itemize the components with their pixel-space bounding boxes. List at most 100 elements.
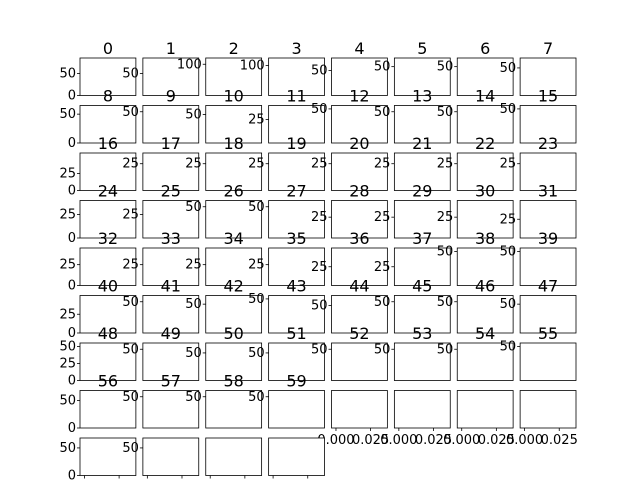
y-tick-label: 25: [59, 166, 76, 181]
histogram-panel: 50 45: [374, 277, 451, 334]
y-tick-label: 50: [500, 244, 517, 259]
panel-frame: [268, 295, 325, 334]
panel-frame: [393, 295, 451, 334]
y-tick-label: 50: [311, 342, 328, 357]
y-tick-label: 50: [500, 102, 517, 117]
panel-title: 37: [412, 229, 432, 248]
y-tick-label: 50: [311, 298, 328, 313]
panel-frame: [205, 152, 263, 191]
panel-frame: [456, 295, 514, 334]
y-tick-label: 50: [185, 390, 202, 405]
y-tick-label: 0: [68, 136, 76, 151]
histogram-panel: 50 12: [311, 87, 388, 144]
panel-frame: [268, 105, 325, 144]
histogram-panel: 50 46: [437, 277, 514, 334]
y-tick-label: 50: [500, 61, 517, 76]
y-tick-label: 25: [437, 210, 454, 225]
panel-title: 17: [161, 134, 181, 153]
panel-frame: [205, 437, 263, 476]
panel-title: 23: [538, 134, 558, 153]
panel-title: 33: [161, 229, 181, 248]
panel-title: 0: [103, 39, 113, 58]
y-tick-label: 0: [68, 184, 76, 199]
histogram-panel: 25 35: [248, 229, 325, 286]
histogram-panel: 50 42: [185, 277, 263, 334]
panel-title: 20: [349, 134, 369, 153]
panel-frame: [268, 152, 325, 191]
panel-title: 40: [98, 277, 118, 296]
y-tick-label: 0: [68, 326, 76, 341]
panel-frame: [205, 390, 263, 429]
histogram-panel: 0 25 16: [59, 134, 137, 199]
panel-title: 41: [161, 277, 181, 296]
histogram-panel: 50 53: [374, 324, 451, 381]
panel-frame: [456, 57, 514, 96]
y-tick-label: 50: [185, 297, 202, 312]
panel-frame: [205, 200, 263, 239]
histogram-panel: 50 7: [500, 39, 577, 96]
panel-frame: [331, 57, 388, 96]
panel-frame: [205, 342, 263, 381]
histogram-panel: 25 29: [374, 182, 451, 239]
panel-title: 1: [166, 39, 176, 58]
panel-title: 19: [286, 134, 306, 153]
histogram-panel: 25 11: [248, 87, 325, 144]
y-tick-label: 50: [59, 393, 76, 408]
y-tick-label: 25: [248, 157, 265, 172]
histogram-panel: 50 52: [311, 324, 388, 381]
histogram-panel: 0 50 56: [59, 372, 137, 436]
histogram-panel: 50 38: [437, 229, 514, 286]
y-tick-label: 25: [248, 113, 265, 128]
panel-title: 5: [417, 39, 427, 58]
y-tick-label: 50: [437, 60, 454, 75]
panel-frame: [142, 57, 200, 96]
panel-title: 29: [412, 182, 432, 201]
panel-frame: [205, 105, 263, 144]
histogram-panel: 25 30: [437, 182, 514, 239]
panel-title: 21: [412, 134, 432, 153]
panel-frame: [519, 57, 577, 96]
histogram-panel: 50 5: [374, 39, 451, 96]
histogram-panel: 50 54: [437, 324, 514, 381]
y-tick-label: 0: [68, 374, 76, 389]
y-tick-label: 50: [122, 295, 139, 310]
histogram-panel: 50 39: [500, 229, 577, 286]
panel-title: 18: [224, 134, 244, 153]
y-tick-label: 25: [437, 157, 454, 172]
panel-title: 59: [286, 372, 306, 391]
histogram-panel: 25 36: [311, 229, 388, 286]
y-tick-label: 25: [185, 258, 202, 273]
panel-frame: [268, 390, 325, 429]
y-tick-label: 50: [437, 295, 454, 310]
histogram-panel: 50 13: [374, 87, 451, 144]
panel-frame: [456, 152, 514, 191]
panel-frame: [205, 295, 263, 334]
panel-frame: [331, 342, 388, 381]
histogram-panel: 50 47: [500, 277, 577, 334]
y-tick-label: 50: [437, 105, 454, 120]
histogram-panel: 50 41: [122, 277, 200, 334]
histogram-panel: 50 14: [437, 87, 514, 144]
histogram-panel: 25 22: [437, 134, 514, 191]
y-tick-label: 25: [248, 258, 265, 273]
y-tick-label: 25: [59, 208, 76, 223]
y-tick-label: 25: [374, 210, 391, 225]
panel-frame: [142, 247, 200, 286]
panel-title: 53: [412, 324, 432, 343]
panel-frame: [79, 105, 137, 144]
panel-title: 14: [475, 87, 495, 106]
histogram-panel: 50 49: [122, 324, 200, 381]
y-tick-label: 50: [59, 339, 76, 354]
panel-title: 30: [475, 182, 495, 201]
y-tick-label: 50: [248, 292, 265, 307]
y-tick-label: 50: [59, 107, 76, 122]
panel-title: 27: [286, 182, 306, 201]
y-tick-label: 50: [311, 64, 328, 79]
histogram-panel: 50 50: [185, 324, 263, 381]
y-tick-label: 25: [59, 356, 76, 371]
panel-frame: [519, 295, 577, 334]
